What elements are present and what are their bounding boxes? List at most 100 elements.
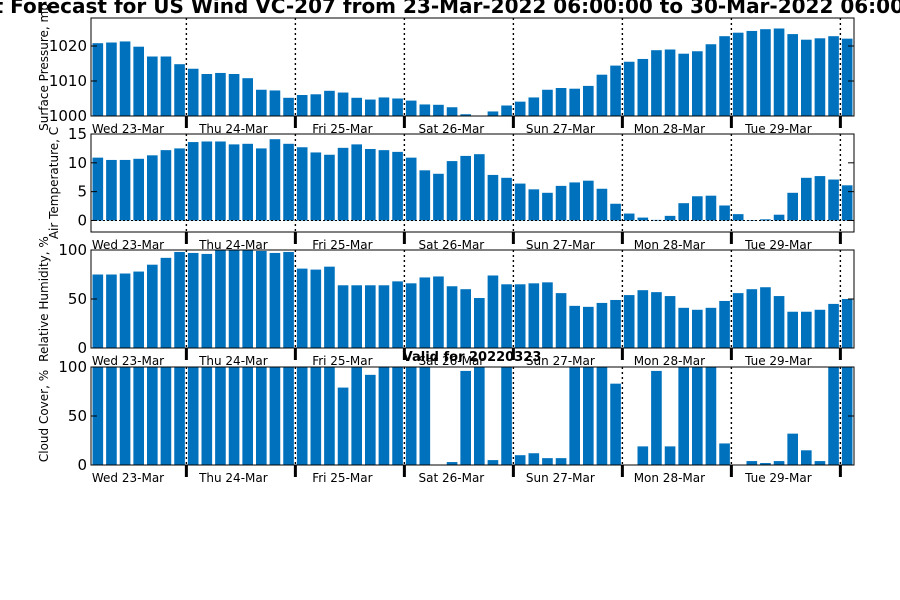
bar	[147, 155, 158, 221]
bar	[119, 159, 131, 221]
bar	[787, 311, 798, 348]
bar	[419, 170, 431, 221]
bar	[392, 367, 403, 465]
bar	[433, 104, 444, 116]
day-label: Thu 24-Mar	[198, 354, 268, 368]
bar	[555, 458, 567, 465]
bar	[392, 281, 403, 348]
day-label: Wed 23-Mar	[92, 238, 164, 252]
axes-box	[90, 133, 855, 233]
bar	[487, 460, 499, 465]
bar	[828, 303, 839, 348]
bar	[256, 250, 267, 348]
bar	[555, 185, 567, 221]
bar	[542, 458, 553, 465]
bar	[773, 461, 785, 465]
bar	[569, 367, 580, 465]
bar	[92, 157, 104, 221]
bar	[719, 443, 730, 465]
bar	[528, 97, 540, 116]
bar	[378, 367, 390, 465]
bar	[692, 309, 703, 348]
bar	[106, 42, 117, 116]
y-axis-label: Relative Humidity, %	[37, 236, 51, 362]
bar	[174, 367, 185, 465]
bar	[705, 44, 717, 116]
bar	[637, 290, 649, 348]
day-label: Thu 24-Mar	[198, 238, 268, 252]
day-label: Sat 26-Mar	[419, 471, 485, 485]
bar	[256, 89, 267, 116]
day-label: Thu 24-Mar	[198, 471, 268, 485]
bar	[719, 300, 730, 348]
bar	[433, 276, 444, 348]
bar	[228, 74, 240, 116]
bar	[187, 252, 199, 348]
bar	[160, 367, 172, 465]
bar	[201, 74, 213, 116]
bar	[664, 446, 676, 465]
day-label: Fri 25-Mar	[312, 122, 372, 136]
day-label: Mon 28-Mar	[634, 238, 705, 252]
bar	[487, 174, 499, 221]
bar	[596, 302, 608, 348]
bar	[378, 150, 390, 221]
bar	[678, 367, 689, 465]
bar	[174, 64, 185, 116]
bar	[705, 307, 717, 348]
bar	[405, 100, 417, 116]
bar	[187, 68, 199, 116]
bar	[256, 367, 267, 465]
bar	[215, 72, 226, 116]
bar	[528, 453, 540, 465]
bar	[460, 114, 471, 116]
bar	[705, 195, 717, 221]
day-label: Fri 25-Mar	[312, 238, 372, 252]
bar	[542, 282, 553, 348]
day-label: Sun 27-Mar	[526, 471, 595, 485]
y-tick-label: 1020	[49, 37, 87, 55]
bar	[692, 196, 703, 221]
bar	[324, 266, 335, 348]
bar	[283, 97, 294, 116]
bar	[501, 105, 512, 116]
bar	[719, 205, 730, 221]
bar	[119, 273, 131, 348]
bar	[651, 292, 662, 348]
bar	[405, 157, 417, 221]
bar	[651, 50, 662, 117]
bar	[365, 374, 376, 465]
bar	[242, 78, 253, 116]
bar	[228, 144, 240, 221]
bar	[814, 38, 826, 116]
y-tick-label: 0	[77, 456, 87, 474]
day-label: Wed 23-Mar	[92, 471, 164, 485]
day-label: Mon 28-Mar	[634, 354, 705, 368]
bar	[610, 299, 621, 348]
bar	[324, 154, 335, 221]
bar	[760, 287, 771, 348]
bar	[351, 367, 362, 465]
bar	[514, 284, 526, 348]
bar	[310, 94, 322, 116]
figure-title: Met Forecast for US Wind VC-207 from 23-…	[0, 0, 900, 18]
bar	[106, 367, 117, 465]
bar	[174, 251, 185, 348]
bar	[814, 461, 826, 465]
bar	[692, 51, 703, 116]
y-tick-label: 5	[77, 183, 87, 201]
bar	[419, 277, 431, 348]
day-label: Sat 26-Mar	[419, 238, 485, 252]
bar	[283, 143, 294, 221]
bar	[542, 192, 553, 221]
bar	[623, 61, 635, 116]
bar	[583, 367, 594, 465]
bar	[433, 173, 444, 221]
day-label: Tue 29-Mar	[744, 238, 812, 252]
y-tick-label: 10	[68, 154, 87, 172]
bar	[106, 159, 117, 221]
bar	[596, 74, 608, 116]
bar	[446, 462, 458, 465]
bar	[760, 29, 771, 117]
y-tick-label: 100	[58, 241, 87, 259]
